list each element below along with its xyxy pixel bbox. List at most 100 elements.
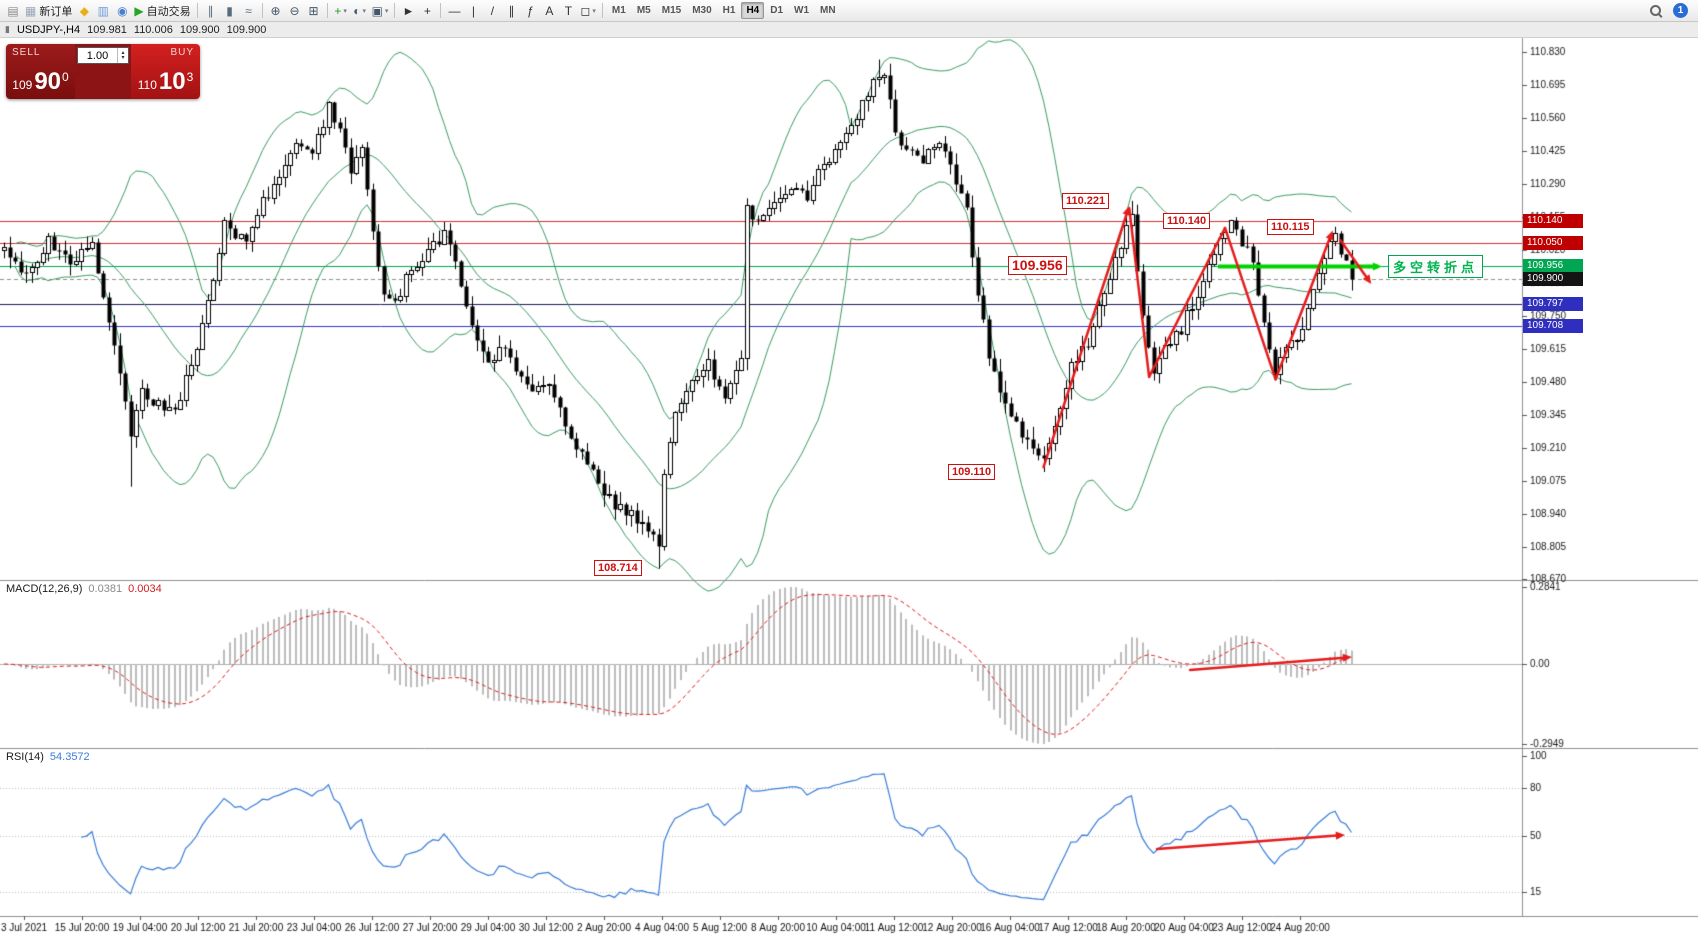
sell-button[interactable]: SELL 109900 bbox=[6, 44, 75, 99]
zoom-out-button[interactable]: ⊖ bbox=[286, 2, 304, 20]
axis-price-tag-109.797: 109.797 bbox=[1523, 297, 1583, 311]
volume-value: 1.00 bbox=[86, 49, 109, 62]
text-label-icon: T bbox=[564, 3, 573, 18]
timeframe-m30-button[interactable]: M30 bbox=[692, 5, 712, 16]
toolbar-right-group: 1 bbox=[1647, 2, 1688, 20]
axis-price-tag-110.140: 110.140 bbox=[1523, 214, 1583, 228]
timeframe-m15-button[interactable]: M15 bbox=[661, 5, 682, 16]
price-annotation-110.115: 110.115 bbox=[1267, 219, 1314, 235]
sell-price-sup: 0 bbox=[62, 70, 69, 84]
toolbar-separator bbox=[196, 3, 198, 18]
toolbar-separator bbox=[601, 3, 603, 18]
trendline-button[interactable]: / bbox=[483, 2, 501, 20]
high-value: 110.006 bbox=[133, 23, 173, 36]
symbol-period-label: USDJPY-,H4 bbox=[16, 23, 81, 36]
new-order-button-label: 新订单 bbox=[39, 5, 73, 18]
volume-spinner[interactable]: ▴ ▾ bbox=[117, 48, 128, 63]
price-annotation-108.714: 108.714 bbox=[594, 560, 642, 576]
main-toolbar: ▤ ▦ 新订单 ◆ ▥ ◉ ▶ 自动交易 ∥ ▮ ≈ ⊕ ⊖ ⊞ + ▾ ◐ ▾ ▣ ▾ ► + — | / ∥ ƒ A T ◻ ▾ M1 M5… bbox=[0, 0, 1698, 22]
toolbar-separator bbox=[440, 3, 442, 18]
axis-price-tag-109.708: 109.708 bbox=[1523, 319, 1583, 333]
macd-name: MACD(12,26,9) bbox=[6, 583, 83, 595]
fibonacci-button[interactable]: ƒ bbox=[521, 2, 539, 20]
volume-up-arrow[interactable]: ▴ bbox=[121, 49, 125, 56]
timeframe-h1-button[interactable]: H1 bbox=[722, 5, 736, 16]
timeframe-m1-button[interactable]: M1 bbox=[611, 5, 626, 16]
periods-button-dropdown-icon[interactable]: ▾ bbox=[362, 7, 366, 15]
cursor-button[interactable]: ► bbox=[399, 2, 417, 20]
open-value: 109.981 bbox=[87, 23, 127, 36]
vertical-line-button[interactable]: | bbox=[464, 2, 482, 20]
shapes-button-dropdown-icon[interactable]: ▾ bbox=[592, 7, 596, 15]
timeframe-d1-button[interactable]: D1 bbox=[770, 5, 784, 16]
zoom-in-icon: ⊕ bbox=[270, 3, 281, 18]
sell-label: SELL bbox=[12, 47, 41, 58]
timeframe-h4-button[interactable]: H4 bbox=[741, 2, 765, 19]
buy-price-prefix: 110 bbox=[137, 78, 157, 92]
equidistant-channel-icon: ∥ bbox=[508, 3, 515, 18]
price-annotation-110.221: 110.221 bbox=[1062, 193, 1110, 209]
zoom-out-icon: ⊖ bbox=[289, 3, 300, 18]
shapes-button[interactable]: ◻ ▾ bbox=[578, 2, 597, 20]
trendline-icon: / bbox=[490, 3, 495, 18]
templates-icon: ▣ bbox=[371, 3, 383, 18]
line-chart-button[interactable]: ≈ bbox=[240, 2, 258, 20]
close-value: 109.900 bbox=[226, 23, 267, 36]
search-button[interactable] bbox=[1647, 2, 1665, 20]
horizontal-line-icon: — bbox=[448, 3, 461, 18]
indicators-button-dropdown-icon[interactable]: ▾ bbox=[343, 7, 347, 15]
notification-badge[interactable]: 1 bbox=[1673, 3, 1688, 18]
axis-price-tag-110.050: 110.050 bbox=[1523, 236, 1583, 250]
fibonacci-icon: ƒ bbox=[527, 3, 534, 18]
periods-button[interactable]: ◐ ▾ bbox=[351, 2, 369, 20]
buy-label: BUY bbox=[170, 47, 194, 58]
buy-button[interactable]: BUY 110103 bbox=[131, 44, 200, 99]
profiles-icon[interactable]: ◉ bbox=[113, 2, 131, 20]
profiles-icon-icon: ◉ bbox=[117, 3, 128, 18]
timeframe-mn-button[interactable]: MN bbox=[820, 5, 836, 16]
buy-price: 110103 bbox=[131, 68, 200, 96]
mql5-market-icon[interactable]: ◆ bbox=[75, 2, 93, 20]
volume-input[interactable]: 1.00 ▴ ▾ bbox=[77, 47, 129, 64]
indicators-button[interactable]: + ▾ bbox=[332, 2, 350, 20]
zoom-in-button[interactable]: ⊕ bbox=[267, 2, 285, 20]
tile-windows-icon: ⊞ bbox=[308, 3, 319, 18]
turning-point-annotation: 多空转折点 bbox=[1388, 255, 1484, 278]
line-chart-icon: ≈ bbox=[245, 3, 252, 18]
horizontal-line-button[interactable]: — bbox=[445, 2, 463, 20]
volume-down-arrow[interactable]: ▾ bbox=[121, 54, 125, 61]
search-icon bbox=[1649, 4, 1663, 18]
crosshair-icon: + bbox=[423, 3, 431, 18]
timeframe-m5-button[interactable]: M5 bbox=[636, 5, 651, 16]
sell-price-big: 90 bbox=[34, 68, 62, 95]
autotrading-button[interactable]: ▶ 自动交易 bbox=[132, 2, 192, 20]
toolbar-separator bbox=[261, 3, 263, 18]
tile-windows-button[interactable]: ⊞ bbox=[305, 2, 323, 20]
crosshair-button[interactable]: + bbox=[418, 2, 436, 20]
shapes-icon: ◻ bbox=[580, 3, 591, 18]
charts-icon[interactable]: ▥ bbox=[94, 2, 112, 20]
candlestick-chart-button[interactable]: ▮ bbox=[221, 2, 239, 20]
axis-price-tag-109.900: 109.900 bbox=[1523, 272, 1583, 286]
rsi-indicator-header: RSI(14) 54.3572 bbox=[4, 751, 92, 763]
candlestick-chart-icon: ▮ bbox=[226, 3, 233, 18]
chart-window-icon[interactable]: ▤ bbox=[4, 2, 22, 20]
rsi-value: 54.3572 bbox=[49, 751, 90, 763]
text-icon: A bbox=[545, 3, 554, 18]
templates-button-dropdown-icon[interactable]: ▾ bbox=[384, 7, 389, 15]
autotrading-button-label: 自动交易 bbox=[146, 5, 191, 18]
periods-icon: ◐ bbox=[353, 3, 361, 18]
timeframe-w1-button[interactable]: W1 bbox=[794, 5, 810, 16]
autotrading-icon: ▶ bbox=[134, 3, 144, 18]
text-label-button[interactable]: T bbox=[559, 2, 577, 20]
price-annotation-109.956: 109.956 bbox=[1008, 256, 1067, 275]
text-button[interactable]: A bbox=[540, 2, 558, 20]
templates-button[interactable]: ▣ ▾ bbox=[370, 2, 391, 20]
equidistant-channel-button[interactable]: ∥ bbox=[502, 2, 520, 20]
new-order-button[interactable]: ▦ 新订单 bbox=[23, 2, 74, 20]
axis-price-tag-109.956: 109.956 bbox=[1523, 259, 1583, 273]
buy-price-big: 10 bbox=[158, 68, 186, 95]
bar-chart-button[interactable]: ∥ bbox=[202, 2, 220, 20]
